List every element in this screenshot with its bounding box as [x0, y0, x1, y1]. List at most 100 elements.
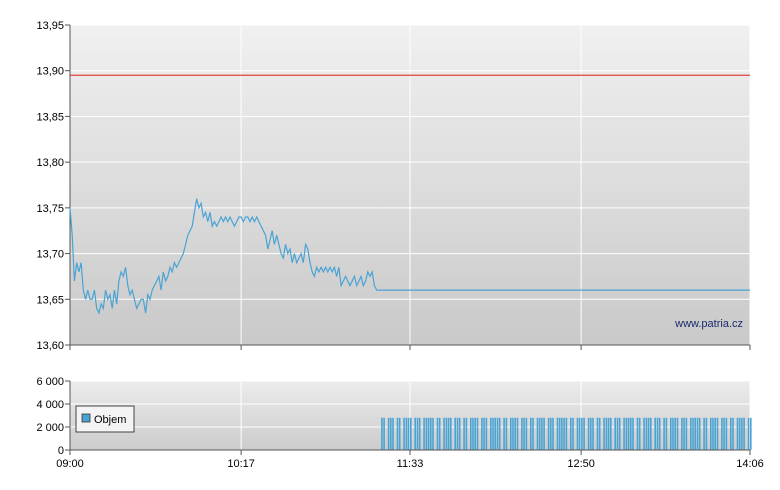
volume-bar [525, 417, 528, 450]
volume-bar [494, 417, 496, 450]
volume-bar [703, 417, 705, 450]
volume-bar [447, 417, 450, 450]
volume-bar [747, 417, 750, 450]
volume-bar [423, 417, 425, 450]
volume-bar [638, 417, 641, 450]
volume-bar [387, 417, 390, 450]
volume-bar [445, 417, 448, 450]
volume-bar [498, 417, 501, 450]
price-y-tick-label: 13,60 [36, 340, 64, 352]
volume-bar [592, 417, 594, 450]
volume-y-tick-label: 4 000 [36, 399, 64, 411]
volume-bar [645, 417, 648, 450]
volume-bar [405, 417, 408, 450]
x-tick-label: 12:50 [567, 458, 595, 470]
volume-legend: Objem [75, 405, 135, 433]
volume-bar [476, 417, 479, 450]
volume-bar [483, 417, 485, 450]
volume-bar [432, 417, 434, 450]
volume-bar [454, 417, 456, 450]
volume-bar [458, 417, 461, 450]
volume-bar [714, 417, 716, 450]
volume-bar [410, 417, 412, 450]
volume-bar [738, 417, 741, 450]
volume-bar [672, 417, 674, 450]
volume-bar [590, 417, 592, 450]
volume-bar [563, 417, 565, 450]
volume-bar [485, 417, 488, 450]
volume-bar [732, 417, 734, 450]
volume-bar [643, 417, 645, 450]
volume-bar [598, 417, 601, 450]
price-y-tick-label: 13,80 [36, 157, 64, 169]
price-y-tick-label: 13,95 [36, 20, 64, 32]
volume-bar [516, 417, 519, 450]
x-tick-label: 09:00 [56, 458, 84, 470]
volume-bar [721, 417, 723, 450]
volume-bar [470, 417, 472, 450]
volume-bar [656, 417, 659, 450]
x-tick-label: 10:17 [227, 458, 255, 470]
volume-bar [416, 417, 419, 450]
volume-bar [541, 417, 543, 450]
volume-bar [561, 417, 563, 450]
volume-bar [418, 417, 421, 450]
volume-bar [716, 417, 719, 450]
price-panel: 13,95 13,90 13,85 13,80 13,75 13,70 13,65 13,60… [36, 20, 751, 352]
x-tick-label: 14:06 [736, 458, 764, 470]
volume-bar [690, 417, 692, 450]
volume-y-axis: 6 000 4 000 2 000 0 [36, 376, 71, 457]
volume-bar [603, 417, 605, 450]
volume-bar [403, 417, 405, 450]
volume-bar [743, 417, 745, 450]
volume-bars [381, 417, 752, 450]
volume-bar [741, 417, 743, 450]
volume-bar [538, 417, 541, 450]
volume-bar [558, 417, 561, 450]
volume-bar [550, 417, 552, 450]
volume-bar [438, 417, 441, 450]
price-y-tick-label: 13,85 [36, 111, 64, 123]
volume-bar [425, 417, 428, 450]
volume-bar [647, 417, 650, 450]
volume-bar [696, 417, 699, 450]
volume-bar [512, 417, 514, 450]
volume-bar [698, 417, 701, 450]
volume-y-tick-label: 0 [58, 445, 64, 457]
volume-bar [430, 417, 432, 450]
volume-bar [383, 417, 385, 450]
volume-bar [618, 417, 621, 450]
volume-bar [481, 417, 483, 450]
volume-bar [490, 417, 492, 450]
volume-bar [694, 417, 696, 450]
volume-bar [510, 417, 512, 450]
volume-bar [625, 417, 628, 450]
volume-bar [710, 417, 712, 450]
volume-bar [596, 417, 599, 450]
volume-bar [616, 417, 619, 450]
volume-bar [523, 417, 525, 450]
volume-bar [570, 417, 572, 450]
volume-bar [692, 417, 694, 450]
volume-panel: 6 000 4 000 2 000 0 Objem 09:00 10:17 11:33 12… [36, 344, 764, 470]
volume-bar [547, 417, 550, 450]
volume-y-tick-label: 2 000 [36, 422, 64, 434]
price-y-tick-label: 13,75 [36, 203, 64, 215]
price-series-line [69, 198, 750, 315]
volume-bar [565, 417, 568, 450]
volume-bar [674, 417, 676, 450]
volume-bar [492, 417, 494, 450]
legend-label: Objem [94, 414, 126, 426]
volume-bar [736, 417, 739, 450]
volume-bar [623, 417, 625, 450]
volume-bar [614, 417, 616, 450]
volume-bar [685, 417, 688, 450]
volume-bar [414, 417, 416, 450]
volume-bar [514, 417, 516, 450]
volume-bar [381, 417, 383, 450]
volume-bar [392, 417, 394, 450]
volume-bar [681, 417, 683, 450]
price-y-tick-label: 13,70 [36, 249, 64, 261]
price-y-tick-label: 13,90 [36, 66, 64, 78]
volume-bar [658, 417, 661, 450]
